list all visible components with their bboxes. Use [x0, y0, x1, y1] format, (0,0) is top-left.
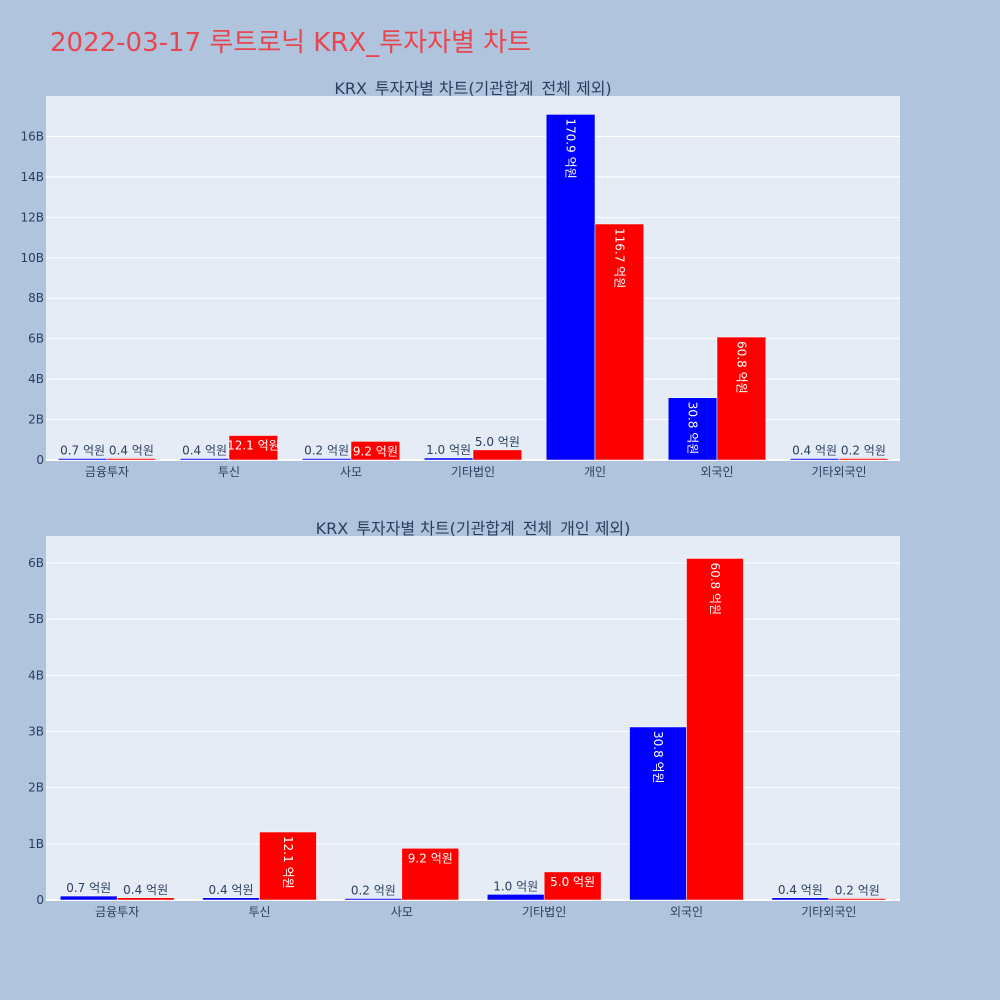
bar [594, 223, 645, 461]
x-tick-label: 기타법인 [522, 905, 566, 919]
data-label: 60.8 억원 [734, 341, 748, 394]
y-tick-label: 2B [28, 781, 44, 795]
bar [301, 458, 352, 461]
bar [686, 558, 744, 901]
bar [472, 449, 523, 461]
data-label: 9.2 억원 [353, 444, 398, 458]
data-label: 0.4 억원 [123, 883, 168, 897]
plot-area [46, 536, 900, 900]
data-label: 0.2 억원 [835, 884, 880, 898]
data-label: 0.7 억원 [60, 444, 105, 458]
bar [106, 458, 157, 461]
y-tick-label: 6B [28, 332, 44, 346]
data-label: 60.8 억원 [708, 562, 722, 615]
data-label: 0.2 억원 [841, 444, 886, 458]
bar [350, 441, 401, 461]
y-tick-label: 0 [36, 893, 44, 907]
bar [202, 897, 260, 901]
data-label: 0.4 억원 [109, 444, 154, 458]
bar [228, 435, 279, 461]
y-tick-label: 8B [28, 291, 44, 305]
data-label: 0.4 억원 [778, 883, 823, 897]
bar [828, 898, 887, 901]
data-label: 0.4 억원 [182, 444, 227, 458]
x-tick-label: 금융투자 [95, 905, 139, 919]
y-tick-label: 4B [28, 668, 44, 682]
y-tick-label: 14B [20, 170, 44, 184]
chart-title: KRX_투자자별 차트(기관합계_전체 제외) [334, 79, 611, 99]
data-label: 5.0 억원 [475, 435, 520, 449]
data-label: 116.7 억원 [612, 228, 626, 288]
x-tick-label: 투신 [218, 465, 240, 479]
y-tick-label: 4B [28, 372, 44, 386]
data-label: 0.2 억원 [351, 884, 396, 898]
plot-area [46, 96, 900, 460]
y-tick-label: 16B [20, 129, 44, 143]
x-tick-label: 기타외국인 [801, 905, 856, 919]
chart-top: KRX_투자자별 차트(기관합계_전체 제외) 0 2B 4B 6B 8B 10B 12B 14… [20, 79, 900, 479]
data-label: 12.1 억원 [281, 836, 295, 889]
data-label: 0.7 억원 [66, 881, 111, 895]
x-tick-label: 기타법인 [451, 465, 495, 479]
x-tick-label: 기타외국인 [811, 465, 866, 479]
data-label: 30.8 억원 [686, 402, 700, 455]
x-tick-label: 사모 [391, 905, 413, 919]
bar [545, 114, 596, 461]
bar [259, 831, 317, 901]
data-label: 1.0 억원 [493, 879, 538, 893]
data-label: 1.0 억원 [426, 443, 471, 457]
y-tick-label: 5B [28, 612, 44, 626]
x-tick-label: 금융투자 [85, 465, 129, 479]
bar [344, 898, 403, 901]
y-tick-label: 12B [20, 210, 44, 224]
y-tick-label: 3B [28, 724, 44, 738]
bar [629, 726, 687, 901]
data-label: 30.8 억원 [651, 731, 665, 784]
y-tick-label: 10B [20, 251, 44, 265]
x-tick-label: 외국인 [670, 905, 703, 919]
bar [543, 871, 602, 901]
x-tick-label: 개인 [584, 465, 606, 479]
x-tick-label: 외국인 [700, 465, 733, 479]
y-tick-label: 2B [28, 413, 44, 427]
bar [57, 458, 108, 461]
data-label: 9.2 억원 [408, 851, 453, 865]
bar [423, 457, 474, 461]
bar [59, 895, 118, 901]
x-tick-label: 투신 [248, 905, 270, 919]
bar [771, 897, 830, 901]
bar [838, 458, 889, 461]
y-tick-label: 6B [28, 556, 44, 570]
bar [116, 897, 175, 901]
y-tick-label: 1B [28, 837, 44, 851]
x-tick-label: 사모 [340, 465, 362, 479]
y-tick-label: 0 [36, 453, 44, 467]
bar [486, 894, 545, 901]
bar [789, 458, 840, 461]
bar [401, 848, 460, 901]
chart-title: KRX_투자자별 차트(기관합계_전체_개인 제외) [316, 519, 631, 539]
bar [667, 397, 718, 461]
data-label: 0.4 억원 [209, 883, 254, 897]
data-label: 5.0 억원 [550, 875, 595, 889]
page-title: 2022-03-17 루트로닉 KRX_투자자별 차트 [50, 28, 532, 58]
data-label: 0.4 억원 [792, 444, 837, 458]
data-label: 0.2 억원 [304, 444, 349, 458]
bar [716, 336, 767, 461]
data-label: 170.9 억원 [564, 118, 578, 178]
bar [179, 458, 230, 461]
chart-bottom: KRX_투자자별 차트(기관합계_전체_개인 제외) 0 1B 2B 3B 4B 5B 6B 금… [28, 519, 900, 919]
data-label: 12.1 억원 [227, 439, 280, 453]
